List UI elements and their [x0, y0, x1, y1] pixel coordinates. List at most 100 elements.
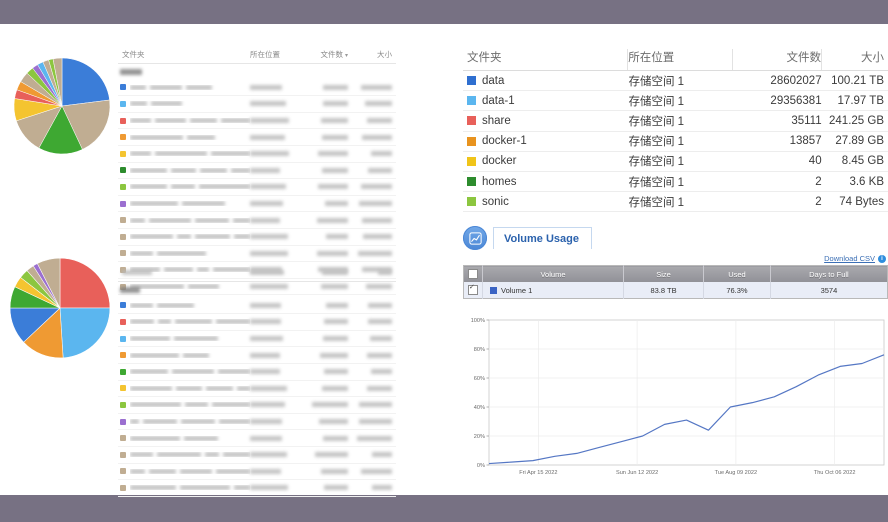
table-row[interactable]: data 存储空间 1 28602027 100.21 TB [463, 71, 888, 92]
table-row[interactable]: sonic 存储空间 1 2 74 Bytes [463, 192, 888, 213]
redacted-text [318, 267, 348, 273]
select-all-checkbox[interactable] [468, 269, 478, 279]
cell-folder-name [130, 217, 250, 223]
column-header-select-all[interactable] [463, 265, 483, 282]
table-row[interactable] [118, 331, 396, 348]
cell-size [348, 267, 396, 273]
column-header-size[interactable] [348, 268, 396, 277]
column-header-files[interactable] [302, 268, 348, 277]
column-header-size[interactable]: 大小 [821, 49, 888, 70]
redacted-text [130, 250, 153, 256]
redacted-folder-table-bottom[interactable] [118, 264, 396, 497]
column-header-volume[interactable]: Volume [482, 265, 624, 282]
download-csv-link[interactable]: Download CSV [824, 254, 875, 263]
pie-slice[interactable] [61, 57, 110, 107]
table-row[interactable] [118, 229, 396, 246]
table-row[interactable] [118, 298, 396, 315]
table-row[interactable] [118, 414, 396, 431]
table-row[interactable] [118, 262, 396, 279]
cell-location [250, 267, 302, 273]
pie-slice[interactable] [61, 99, 111, 150]
cell-file-count [302, 217, 348, 223]
row-checkbox[interactable] [468, 283, 478, 295]
column-header-used[interactable]: Used [703, 265, 771, 282]
redacted-text [174, 336, 218, 342]
cell-folder-name: homes [463, 176, 628, 188]
cell-folder-name [130, 118, 250, 124]
redacted-text [130, 468, 146, 474]
chart-x-axis: Fri Apr 15 2022 Sun Jun 12 2022 Tue Aug 09… [519, 470, 855, 476]
table-row[interactable] [118, 381, 396, 398]
table-row[interactable]: docker-1 存储空间 1 13857 27.89 GB [463, 132, 888, 152]
volume-usage-tab[interactable]: Volume Usage [493, 227, 592, 249]
redacted-text [217, 369, 250, 375]
column-header-size[interactable]: 大小 [377, 50, 392, 59]
table-row[interactable] [118, 163, 396, 180]
table-row[interactable] [118, 246, 396, 263]
table-row[interactable] [118, 129, 396, 146]
table-row[interactable] [118, 113, 396, 130]
column-header-files-label: 文件数 [320, 50, 343, 59]
column-header-location[interactable]: 所在位置 [250, 50, 280, 59]
table-row[interactable]: homes 存储空间 1 2 3.6 KB [463, 172, 888, 193]
cell-location [250, 167, 302, 173]
redacted-text [157, 250, 206, 256]
folder-color-swatch [120, 117, 126, 124]
redacted-text [362, 134, 392, 140]
table-row[interactable] [118, 397, 396, 414]
cell-size [348, 217, 396, 223]
volume-usage-line-chart[interactable]: 0% 20% 40% 60% 80% 100% Fri Apr 15 2022 Sun Ju… [463, 312, 888, 487]
cell-file-count [302, 468, 348, 474]
column-header-files[interactable]: 文件数 ▾ [302, 49, 348, 60]
pie-slice[interactable] [52, 57, 63, 107]
redacted-text [359, 201, 392, 207]
table-row[interactable] [118, 464, 396, 481]
cell-file-count [302, 369, 348, 375]
table-row[interactable] [118, 279, 396, 296]
redacted-text [196, 267, 210, 273]
pie-slice[interactable] [59, 257, 111, 309]
pie-slice[interactable] [36, 257, 61, 309]
cell-file-count: 35111 [791, 114, 822, 127]
table-row[interactable]: docker 存储空间 1 40 8.45 GB [463, 152, 888, 172]
pie-slice[interactable] [59, 307, 111, 359]
column-header-folder[interactable] [118, 268, 250, 277]
table-row[interactable]: share 存储空间 1 35111 241.25 GB [463, 111, 888, 132]
table-row[interactable] [118, 196, 396, 213]
table-row[interactable] [118, 430, 396, 447]
cell-file-count: 28602027 [770, 74, 822, 87]
table-row[interactable]: data-1 存储空间 1 29356381 17.97 TB [463, 91, 888, 112]
cell-file-count [302, 101, 348, 107]
column-header-days-to-full[interactable]: Days to Full [770, 265, 888, 282]
cell-file-count [302, 435, 348, 441]
table-row[interactable] [118, 146, 396, 163]
table-row[interactable] [118, 80, 396, 97]
redacted-text [130, 151, 151, 157]
table-row[interactable] [118, 364, 396, 381]
table-row[interactable] [118, 347, 396, 364]
chart-series-line[interactable] [488, 354, 885, 465]
column-header-size[interactable]: Size [623, 265, 705, 282]
redacted-text [362, 267, 392, 273]
column-header-folder[interactable]: 文件夹 [122, 50, 145, 59]
redacted-folder-table-top[interactable]: 文件夹 所在位置 文件数 ▾ 大小 [118, 46, 396, 296]
cell-volume-size: 83.8 TB [623, 282, 705, 299]
line-chart-glyph [468, 231, 482, 245]
column-header-location[interactable]: 所在位置 [627, 49, 731, 70]
column-header-files[interactable]: 文件数 [731, 49, 821, 70]
table-row[interactable] [118, 212, 396, 229]
cell-folder-name [130, 385, 250, 391]
volume-table[interactable]: Volume Size Used Days to Full Volume 1 83… [463, 265, 888, 299]
column-header-location[interactable] [250, 268, 302, 277]
table-row[interactable] [118, 480, 396, 497]
column-header-folder[interactable]: 文件夹 [467, 52, 502, 64]
info-icon[interactable]: i [878, 254, 886, 263]
table-row[interactable] [118, 447, 396, 464]
redacted-text [324, 319, 348, 325]
cell-row-checkbox[interactable] [463, 282, 483, 299]
table-row[interactable] [118, 314, 396, 331]
table-row[interactable] [118, 96, 396, 113]
folder-usage-table[interactable]: 文件夹 所在位置 文件数 大小 data 存储空间 1 28602027 100.21… [463, 46, 888, 213]
table-row[interactable] [118, 179, 396, 196]
